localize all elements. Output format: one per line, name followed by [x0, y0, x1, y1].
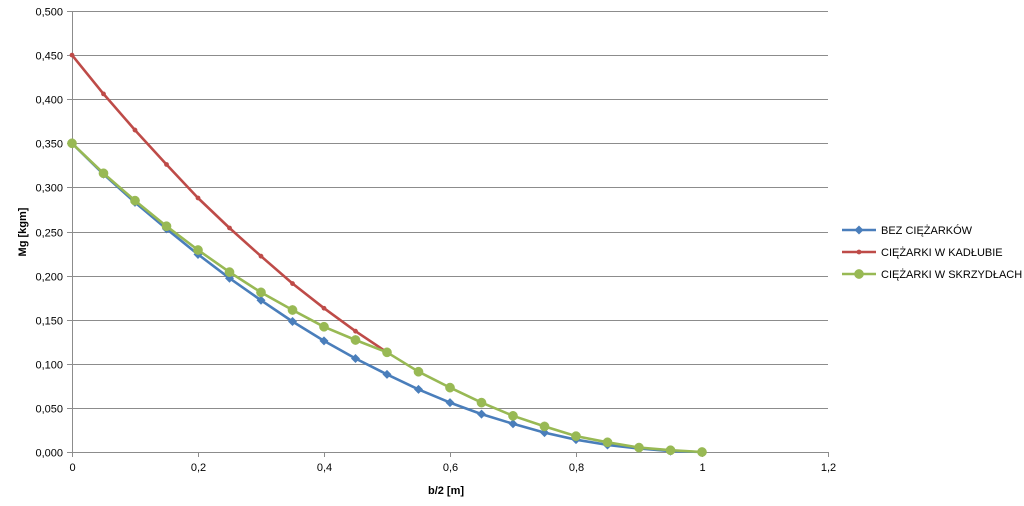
- data-point: [287, 316, 298, 326]
- data-point: [227, 225, 232, 231]
- data-point: [350, 335, 361, 345]
- data-point: [539, 428, 550, 438]
- data-point: [539, 421, 550, 432]
- data-point: [508, 419, 518, 429]
- data-point: [164, 162, 169, 167]
- x-tick-label: 0: [69, 462, 75, 474]
- y-tick-label: 0,300: [35, 183, 63, 195]
- data-point: [413, 384, 424, 394]
- x-tick-label: 1,2: [821, 462, 836, 474]
- y-tick-label: 0,050: [35, 404, 63, 416]
- x-tick-label: 0,6: [443, 462, 458, 474]
- data-point: [132, 127, 138, 133]
- data-point: [101, 91, 106, 97]
- y-tick-label: 0,450: [35, 51, 63, 63]
- data-point: [256, 295, 266, 305]
- x-tick-label: 1: [699, 462, 705, 474]
- x-tick-label: 0,8: [569, 462, 584, 474]
- data-point: [290, 281, 295, 286]
- series-line: [70, 142, 704, 454]
- y-tick-label: 0,350: [35, 139, 63, 151]
- data-point: [69, 52, 75, 58]
- data-point: [476, 397, 487, 408]
- axes: 0,000 0,050 0,100 0,150 0,200 0,250 0,300 0,350…: [35, 7, 836, 475]
- data-point: [321, 305, 327, 311]
- x-tick-label: 0,4: [317, 462, 332, 474]
- legend-item: CIĘŻARKI W KADŁUBIE: [842, 246, 1003, 259]
- data-point: [445, 398, 455, 408]
- data-point: [445, 382, 455, 393]
- series-3: [67, 138, 707, 457]
- data-point: [413, 366, 424, 377]
- series-line: [70, 142, 704, 454]
- legend-label: BEZ CIĘŻARKÓW: [881, 224, 973, 237]
- y-tick-label: 0,000: [35, 448, 63, 460]
- data-point: [476, 409, 487, 419]
- data-point: [508, 410, 518, 421]
- legend: BEZ CIĘŻARKÓW CIĘŻARKI W KADŁUBIE CIĘŻARKI…: [842, 224, 1022, 281]
- legend-item: CIĘŻARKI W SKRZYDŁACH: [842, 268, 1022, 281]
- data-point: [319, 321, 329, 332]
- data-point: [258, 253, 264, 259]
- y-tick-label: 0,500: [35, 7, 63, 19]
- legend-item: BEZ CIĘŻARKÓW: [842, 224, 973, 237]
- grid-lines: [72, 11, 828, 409]
- data-point: [193, 245, 203, 255]
- data-point: [571, 431, 581, 441]
- y-tick-label: 0,250: [35, 228, 63, 240]
- y-tick-label: 0,400: [35, 95, 63, 107]
- data-point: [350, 354, 361, 364]
- x-axis-title: b/2 [m]: [428, 485, 464, 497]
- legend-marker: [856, 249, 862, 255]
- data-point: [319, 336, 329, 346]
- data-point: [634, 442, 644, 453]
- data-point: [195, 195, 201, 201]
- y-tick-label: 0,150: [35, 316, 63, 328]
- y-tick-label: 0,200: [35, 272, 63, 284]
- legend-marker: [854, 225, 864, 235]
- plot-area: [67, 52, 707, 457]
- data-point: [98, 168, 109, 179]
- data-point: [665, 445, 676, 456]
- data-point: [256, 287, 266, 298]
- x-tick-label: 0,2: [191, 462, 206, 474]
- data-point: [602, 437, 613, 448]
- series-2: [69, 52, 390, 355]
- y-tick-label: 0,100: [35, 360, 63, 372]
- data-point: [697, 447, 707, 457]
- data-point: [382, 347, 392, 358]
- legend-label: CIĘŻARKI W SKRZYDŁACH: [881, 268, 1022, 281]
- legend-marker: [854, 269, 864, 279]
- data-point: [382, 369, 392, 379]
- data-point: [130, 195, 140, 206]
- data-point: [353, 328, 358, 334]
- legend-label: CIĘŻARKI W KADŁUBIE: [881, 246, 1003, 259]
- data-point: [67, 138, 77, 149]
- data-point: [287, 305, 298, 315]
- y-axis-title: Mg [kgm]: [17, 207, 29, 256]
- data-point: [224, 267, 235, 277]
- data-point: [161, 221, 172, 232]
